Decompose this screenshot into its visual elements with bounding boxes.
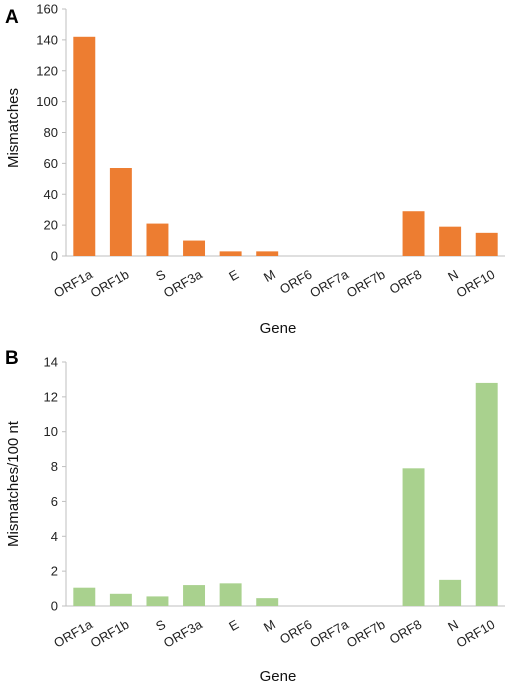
chart-a-y-tick-label: 0 bbox=[51, 249, 58, 264]
chart-b-bar-orf8 bbox=[402, 468, 425, 606]
chart-a-x-tick-label: ORF8 bbox=[387, 267, 425, 297]
panel-label-b: B bbox=[5, 348, 19, 369]
chart-b-bar-m bbox=[256, 598, 279, 606]
chart-a-x-tick-label: ORF1b bbox=[88, 267, 132, 301]
chart-a-y-tick-label: 80 bbox=[44, 125, 58, 140]
chart-b-y-tick-label: 6 bbox=[51, 494, 58, 509]
chart-a-y-tick-label: 40 bbox=[44, 187, 58, 202]
panel-label-a: A bbox=[5, 7, 19, 28]
chart-b-y-tick-label: 2 bbox=[51, 564, 58, 579]
chart-a-x-tick-label: ORF6 bbox=[277, 267, 315, 297]
chart-a-bar-orf1a bbox=[73, 36, 96, 256]
chart-a-x-tick-label: ORF3a bbox=[161, 266, 205, 300]
chart-a-bar-orf3a bbox=[183, 240, 206, 256]
chart-b-x-tick-label: ORF1b bbox=[88, 617, 132, 651]
chart-b-bar-orf1b bbox=[109, 593, 132, 606]
chart-b-x-tick-label: E bbox=[226, 616, 241, 633]
chart-b-y-tick-label: 4 bbox=[51, 529, 58, 544]
chart-a-y-tick-label: 100 bbox=[36, 94, 58, 109]
chart-a-x-axis-title: Gene bbox=[260, 320, 297, 337]
chart-a-x-tick-label: S bbox=[153, 266, 168, 283]
chart-b-x-tick-label: ORF6 bbox=[277, 617, 315, 647]
chart-b-y-tick-label: 8 bbox=[51, 459, 58, 474]
chart-b-y-tick-label: 10 bbox=[44, 424, 58, 439]
chart-a-x-tick-label: ORF10 bbox=[454, 267, 498, 301]
chart-a-bar-e bbox=[219, 251, 242, 256]
chart-b-y-tick-label: 14 bbox=[44, 355, 58, 370]
chart-b-x-tick-label: ORF7b bbox=[344, 617, 388, 651]
chart-a-y-tick-label: 20 bbox=[44, 218, 58, 233]
chart-a-y-axis-title: Mismatches bbox=[5, 88, 22, 168]
chart-a-y-tick-label: 160 bbox=[36, 2, 58, 17]
chart-b-x-tick-label: ORF10 bbox=[454, 617, 498, 651]
chart-a-y-tick-label: 60 bbox=[44, 156, 58, 171]
chart-b-bar-e bbox=[219, 583, 242, 606]
chart-a-bar-orf8 bbox=[402, 211, 425, 256]
chart-b-x-tick-label: M bbox=[261, 617, 278, 635]
chart-b-x-tick-label: ORF7a bbox=[307, 616, 351, 650]
chart-a-bar-m bbox=[256, 251, 279, 256]
chart-b-bar-orf1a bbox=[73, 587, 96, 606]
chart-b-x-tick-label: S bbox=[153, 616, 168, 633]
chart-a-x-tick-label: M bbox=[261, 267, 278, 285]
chart-a-bar-orf10 bbox=[475, 232, 498, 256]
chart-a-bar-n bbox=[439, 226, 462, 256]
chart-a-x-tick-label: ORF1a bbox=[51, 266, 95, 300]
chart-a-bar-orf1b bbox=[109, 168, 132, 256]
chart-a-x-tick-label: ORF7b bbox=[344, 267, 388, 301]
chart-b-y-axis-title: Mismatches/100 nt bbox=[5, 420, 22, 547]
chart-b-bar-s bbox=[146, 596, 169, 606]
chart-a-x-tick-label: E bbox=[226, 266, 241, 283]
chart-b-x-axis-title: Gene bbox=[260, 668, 297, 685]
chart-b-x-tick-label: N bbox=[445, 617, 461, 635]
chart-a-bar-s bbox=[146, 223, 169, 256]
chart-b-bar-orf3a bbox=[183, 585, 206, 606]
chart-a-y-tick-label: 120 bbox=[36, 63, 58, 78]
chart-a-x-tick-label: ORF7a bbox=[307, 266, 351, 300]
chart-b-x-tick-label: ORF8 bbox=[387, 617, 425, 647]
chart-b-bar-orf10 bbox=[475, 382, 498, 606]
chart-a-x-tick-label: N bbox=[445, 267, 461, 285]
chart-b-x-tick-label: ORF1a bbox=[51, 616, 95, 650]
chart-b-bar-n bbox=[439, 579, 462, 606]
chart-b-y-tick-label: 12 bbox=[44, 389, 58, 404]
chart-b-y-tick-label: 0 bbox=[51, 599, 58, 614]
chart-a-y-tick-label: 140 bbox=[36, 32, 58, 47]
chart-b-x-tick-label: ORF3a bbox=[161, 616, 205, 650]
